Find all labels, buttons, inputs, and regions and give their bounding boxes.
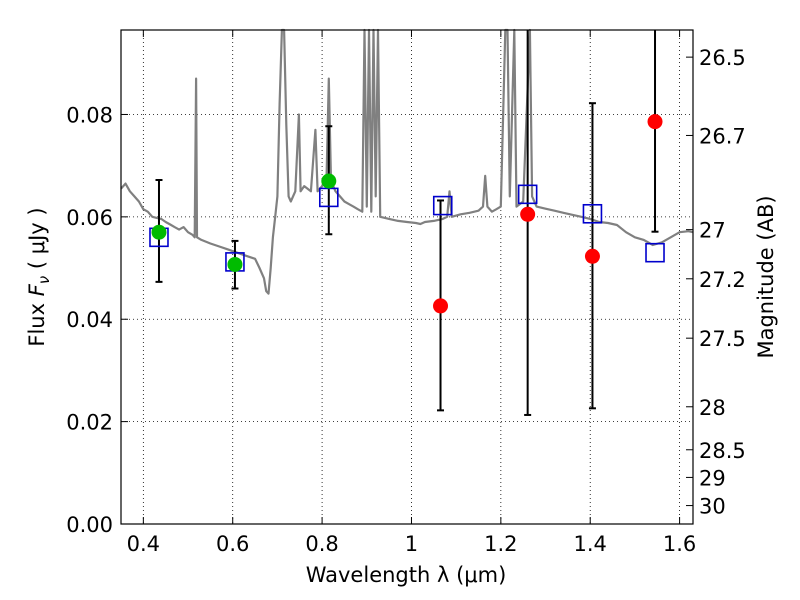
y-axis-ticks: 0.00 0.02 0.04 0.06 0.08 bbox=[66, 103, 128, 537]
y-tick-label: 0.08 bbox=[66, 103, 113, 127]
y-tick-label: 0.00 bbox=[66, 513, 113, 537]
spectrum-layer bbox=[120, 28, 694, 295]
y-tick-label: 0.06 bbox=[66, 206, 113, 230]
x-tick-label: 1.2 bbox=[484, 532, 517, 556]
y-axis-label-symbol: F bbox=[25, 283, 49, 296]
x-tick-label: 0.4 bbox=[127, 532, 160, 556]
grid-lines bbox=[121, 30, 693, 525]
magnitude-tick-label: 28 bbox=[699, 396, 726, 420]
magnitude-axis-label: Magnitude (AB) bbox=[754, 195, 778, 358]
magnitude-tick-label: 26.5 bbox=[699, 46, 746, 70]
observed-point-marker bbox=[433, 298, 449, 314]
magnitude-tick-label: 28.5 bbox=[699, 439, 746, 463]
y-axis-label: Flux Fν ( μJy ) bbox=[25, 207, 53, 346]
x-tick-label: 1.6 bbox=[663, 532, 696, 556]
observed-point-marker bbox=[647, 114, 663, 130]
model-square-marker bbox=[645, 242, 665, 263]
magnitude-tick-label: 27.5 bbox=[699, 327, 746, 351]
observed-point-layer bbox=[151, 114, 663, 314]
observed-point-marker bbox=[321, 173, 337, 189]
model-square-marker bbox=[432, 195, 453, 216]
observed-point-marker bbox=[227, 256, 243, 272]
magnitude-tick-label: 27 bbox=[699, 219, 726, 243]
x-tick-label: 0.6 bbox=[216, 532, 249, 556]
magnitude-tick-label: 29 bbox=[699, 466, 726, 490]
x-tick-label: 1.4 bbox=[574, 532, 607, 556]
y-tick-label: 0.04 bbox=[66, 308, 113, 332]
model-square-marker bbox=[517, 184, 538, 205]
y-axis-label-suffix: ( μJy ) bbox=[25, 207, 49, 275]
magnitude-axis-ticks: 26.5 26.7 27 27.2 27.5 28 28.5 29 30 bbox=[686, 46, 746, 519]
y-axis-label-prefix: Flux bbox=[25, 296, 49, 346]
observed-point-marker bbox=[584, 248, 600, 264]
magnitude-tick-label: 26.7 bbox=[699, 124, 746, 148]
x-axis-ticks: 0.4 0.6 0.8 1 1.2 1.4 1.6 bbox=[127, 30, 696, 556]
spectrum-line bbox=[120, 28, 694, 295]
x-tick-label: 0.8 bbox=[305, 532, 338, 556]
x-tick-label: 1 bbox=[405, 532, 418, 556]
x-axis-label: Wavelength λ (μm) bbox=[306, 563, 507, 587]
magnitude-tick-label: 27.2 bbox=[699, 268, 746, 292]
y-tick-label: 0.02 bbox=[66, 411, 113, 435]
y-axis-label-subscript: ν bbox=[35, 276, 53, 284]
observed-point-marker bbox=[151, 224, 167, 240]
magnitude-tick-label: 30 bbox=[699, 495, 726, 519]
model-square-marker bbox=[582, 203, 603, 224]
observed-point-marker bbox=[520, 206, 536, 222]
plot-frame bbox=[120, 29, 694, 525]
